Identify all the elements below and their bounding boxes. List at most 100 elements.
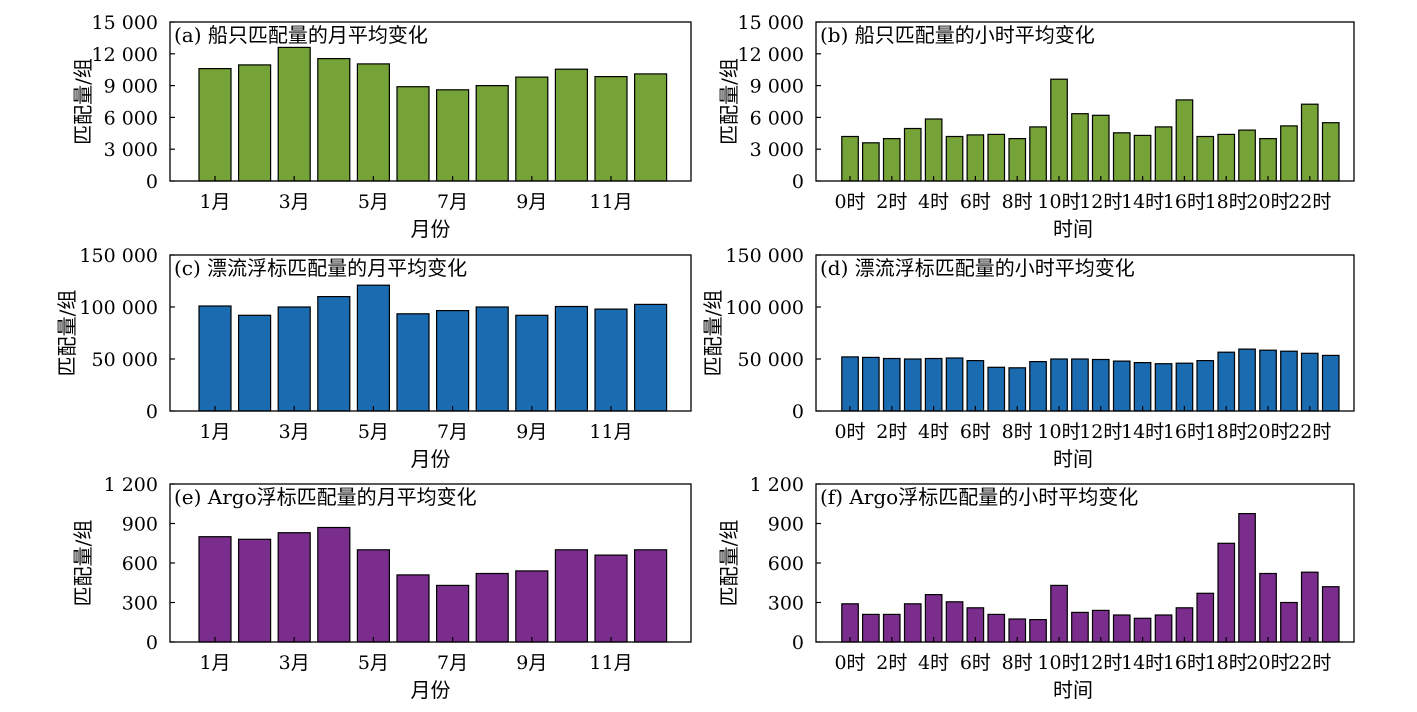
x-axis-label: 时间 [1053, 447, 1093, 471]
bar-11 [1071, 358, 1089, 412]
y-axis-label: 匹配量/组 [717, 520, 741, 607]
bar-7 [987, 133, 1006, 182]
bar-23 [1321, 586, 1340, 643]
y-tick-label: 300 [768, 593, 804, 615]
y-tick-label: 100 000 [79, 297, 158, 319]
y-tick-label: 150 000 [79, 245, 158, 267]
chart-panel-0: 0 3 000 6 000 9 000 12 000 15 000 1月 3月 5月 7月 9月 11… [71, 12, 692, 241]
bar-11 [633, 303, 668, 412]
bar-4 [356, 284, 390, 412]
bar-2 [882, 357, 901, 412]
bar-16 [1175, 99, 1194, 182]
bar-1 [861, 356, 880, 412]
bar-16 [1175, 362, 1194, 412]
bar-5 [396, 313, 430, 412]
bar-10 [594, 75, 628, 182]
bar-0 [198, 536, 232, 643]
x-tick-label: 3月 [279, 652, 310, 674]
bar-5 [945, 601, 964, 643]
bar-3 [903, 127, 922, 182]
bar-6 [966, 360, 985, 412]
x-tick-label: 12时 [1079, 652, 1122, 674]
bar-21 [1280, 125, 1298, 182]
x-tick-label: 20时 [1246, 421, 1289, 443]
y-tick-label: 0 [146, 171, 158, 193]
bar-7 [475, 572, 509, 643]
y-tick-label: 150 000 [725, 245, 804, 267]
y-tick-label: 1 200 [750, 474, 804, 496]
chart-title: (a) 船只匹配量的月平均变化 [174, 23, 428, 47]
bar-0 [198, 305, 232, 412]
x-axis-label: 时间 [1053, 678, 1093, 702]
x-tick-label: 7月 [437, 191, 468, 213]
bar-8 [1008, 138, 1027, 182]
bar-18 [1217, 133, 1236, 182]
bar-10 [594, 308, 628, 412]
y-tick-label: 50 000 [92, 349, 158, 371]
bar-4 [356, 63, 390, 182]
bar-19 [1238, 348, 1256, 412]
y-tick-label: 600 [768, 553, 804, 575]
bar-13 [1112, 614, 1131, 643]
chart-panel-3: 0 50 000 100 000 150 000 0时 2时 4时 6时 8时 10时12时14时… [701, 245, 1355, 471]
bar-0 [841, 356, 859, 412]
x-tick-label: 14时 [1121, 421, 1164, 443]
y-tick-label: 0 [146, 401, 158, 423]
x-tick-label: 11月 [589, 652, 632, 674]
x-tick-label: 22时 [1288, 421, 1331, 443]
x-tick-label: 5月 [358, 191, 389, 213]
plot-frame [169, 21, 692, 182]
bar-9 [1029, 361, 1047, 412]
y-tick-label: 50 000 [738, 349, 804, 371]
x-tick-label: 11月 [589, 421, 632, 443]
bar-7 [987, 366, 1006, 412]
bar-18 [1217, 542, 1236, 643]
bar-6 [436, 584, 470, 643]
chart-title: (b) 船只匹配量的小时平均变化 [820, 23, 1095, 47]
bar-10 [594, 554, 628, 643]
x-tick-label: 18时 [1205, 191, 1248, 213]
x-tick-label: 12时 [1079, 421, 1122, 443]
x-tick-label: 1月 [199, 421, 230, 443]
bar-0 [841, 135, 859, 182]
y-axis-label: 匹配量/组 [71, 520, 95, 607]
x-tick-label: 2时 [876, 421, 907, 443]
x-tick-label: 0时 [834, 191, 865, 213]
x-tick-label: 2时 [876, 191, 907, 213]
chart-panel-2: 0 50 000 100 000 150 000 1月 3月 5月 7月 9月 11月 (c) 漂流… [55, 245, 692, 471]
bar-5 [945, 135, 964, 182]
bar-21 [1280, 601, 1298, 643]
x-tick-label: 22时 [1288, 191, 1331, 213]
bar-20 [1259, 138, 1277, 182]
x-tick-label: 18时 [1205, 652, 1248, 674]
x-tick-label: 1月 [199, 652, 230, 674]
x-tick-label: 16时 [1163, 191, 1206, 213]
bar-3 [903, 603, 922, 643]
x-tick-label: 7月 [437, 652, 468, 674]
bar-16 [1175, 607, 1194, 643]
x-tick-label: 16时 [1163, 652, 1206, 674]
x-tick-label: 1月 [199, 191, 230, 213]
bar-14 [1133, 362, 1152, 412]
bar-14 [1133, 134, 1152, 182]
chart-title: (c) 漂流浮标匹配量的月平均变化 [174, 256, 467, 280]
x-tick-label: 18时 [1205, 421, 1248, 443]
y-tick-label: 300 [122, 593, 158, 615]
x-tick-label: 4时 [918, 652, 949, 674]
bar-2 [277, 46, 311, 182]
bar-13 [1112, 360, 1131, 412]
x-tick-label: 20时 [1246, 191, 1289, 213]
bar-3 [903, 358, 922, 412]
bar-11 [1071, 611, 1089, 643]
bar-3 [317, 526, 351, 643]
x-tick-label: 16时 [1163, 421, 1206, 443]
bar-8 [515, 314, 549, 412]
y-tick-label: 0 [792, 401, 804, 423]
bar-9 [554, 305, 589, 412]
bar-6 [966, 607, 985, 643]
x-tick-label: 2时 [876, 652, 907, 674]
bar-5 [396, 574, 430, 643]
x-tick-label: 6时 [960, 421, 991, 443]
bar-4 [924, 593, 943, 643]
